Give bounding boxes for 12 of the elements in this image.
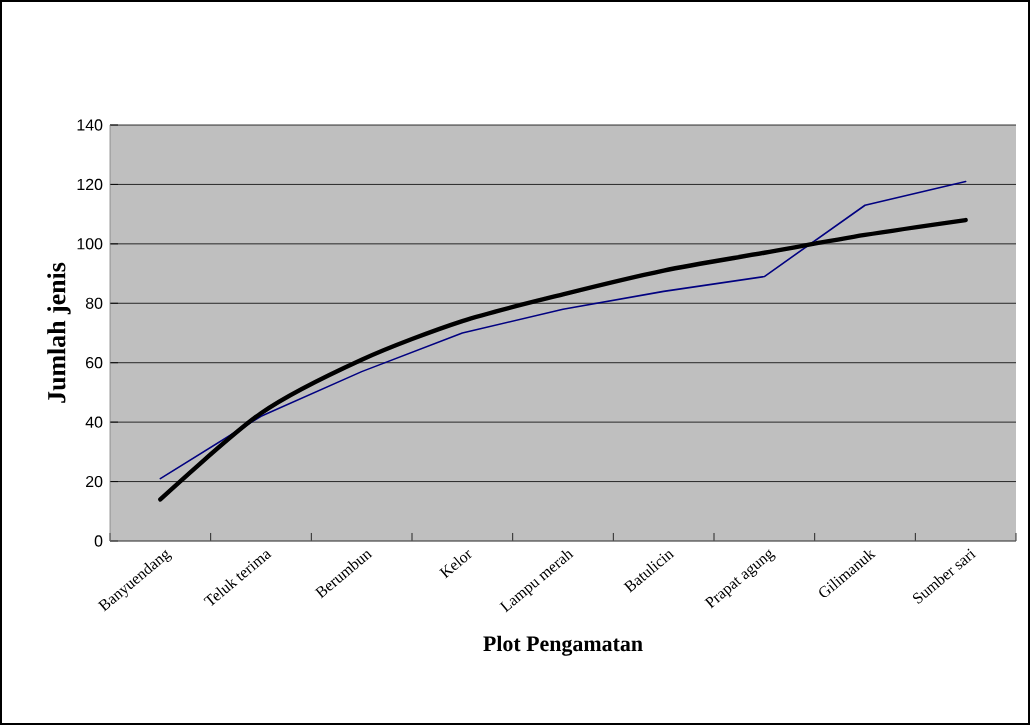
y-axis-title: Jumlah jenis — [47, 262, 71, 403]
y-tick-label: 120 — [77, 178, 103, 191]
line-series — [158, 217, 968, 502]
y-tick-label: 0 — [94, 535, 103, 547]
y-tick-label: 40 — [85, 416, 103, 428]
y-tick-label: 20 — [86, 475, 103, 488]
y-tick-label: 60 — [86, 357, 103, 369]
line-series — [159, 180, 967, 480]
y-tick-label: 140 — [77, 119, 103, 131]
y-tick-label: 100 — [77, 238, 103, 250]
y-tick-label: 80 — [85, 297, 103, 309]
x-axis-title: Plot Pengamatan — [483, 635, 643, 656]
